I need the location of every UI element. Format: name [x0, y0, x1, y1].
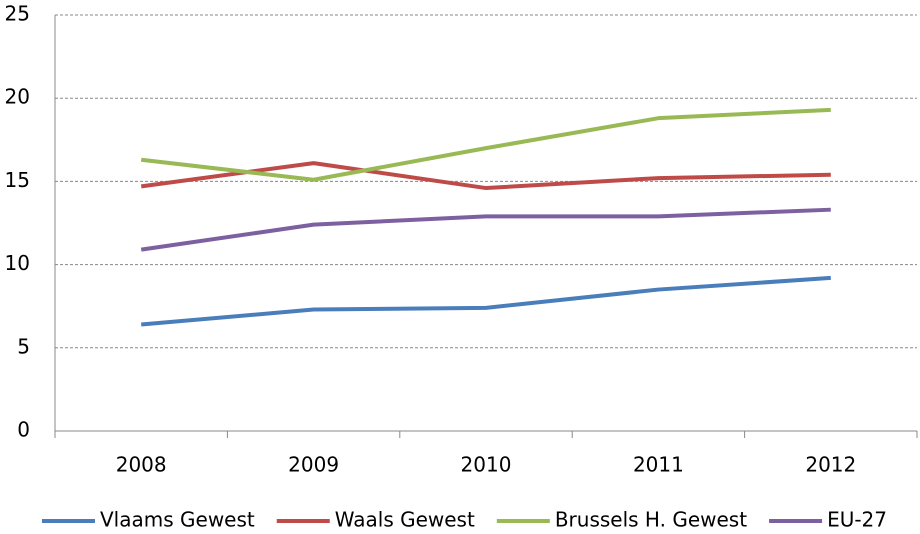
y-tick-label: 10	[5, 251, 30, 275]
legend-label: Vlaams Gewest	[100, 508, 255, 532]
legend-label: EU-27	[827, 508, 887, 532]
x-tick-label: 2012	[805, 453, 856, 477]
legend-label: Waals Gewest	[335, 508, 475, 532]
y-tick-label: 15	[5, 168, 30, 192]
series-line	[141, 275, 831, 327]
x-tick-label: 2008	[116, 453, 167, 477]
series-line	[140, 107, 831, 182]
x-tick-label: 2011	[633, 453, 684, 477]
x-tick-label: 2010	[461, 453, 512, 477]
y-tick-label: 0	[17, 418, 30, 442]
series-line	[140, 161, 831, 191]
y-tick-label: 5	[17, 334, 30, 358]
x-tick-label: 2009	[288, 453, 339, 477]
legend-label: Brussels H. Gewest	[555, 508, 747, 532]
y-tick-label: 20	[5, 85, 30, 109]
y-tick-label: 25	[5, 2, 30, 26]
series-line	[140, 207, 831, 252]
